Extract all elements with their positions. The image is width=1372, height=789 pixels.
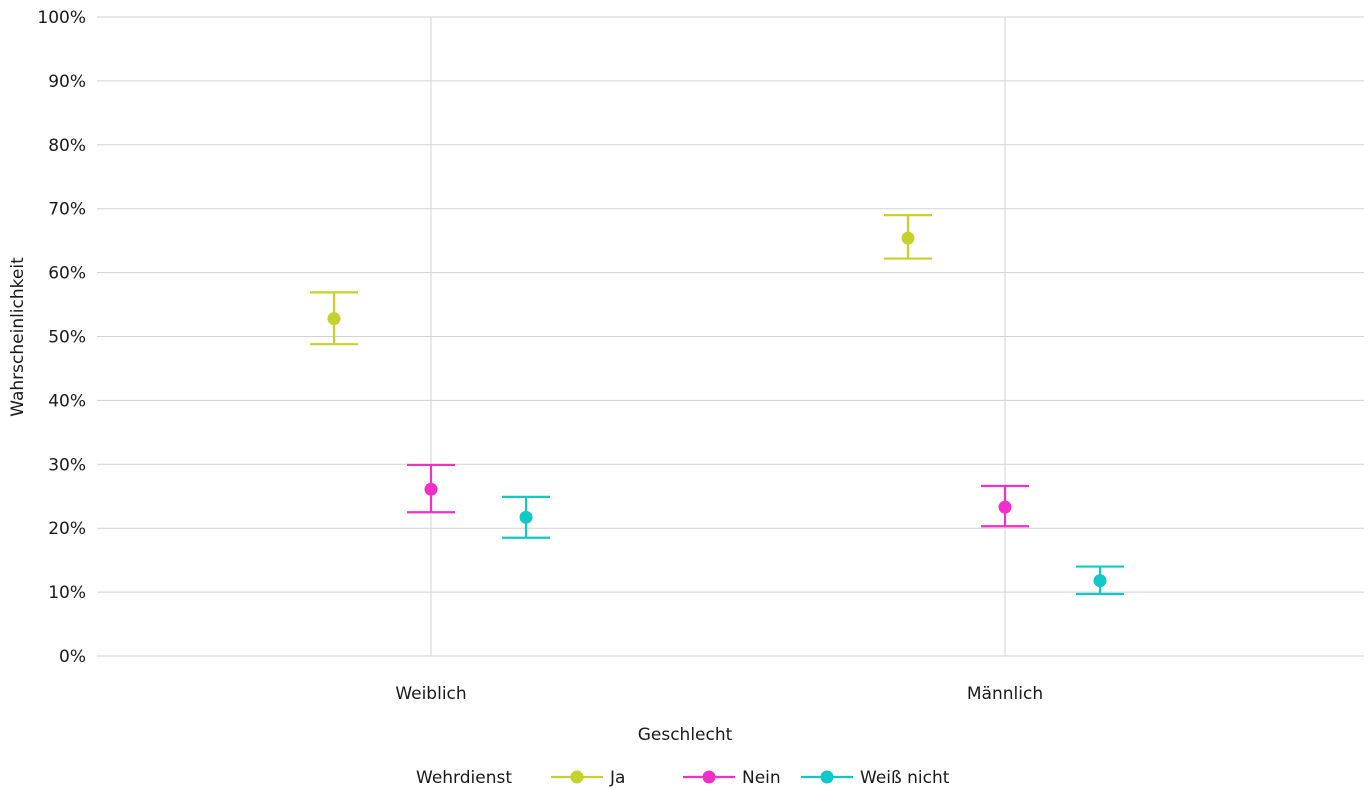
legend-marker (820, 770, 834, 784)
data-point (901, 231, 915, 245)
legend-item: Ja (551, 768, 625, 788)
y-tick-label: 40% (48, 391, 86, 411)
y-tick-label: 30% (48, 455, 86, 475)
y-axis-title: Wahrscheinlichkeit (8, 257, 28, 417)
legend-title: Wehrdienst (416, 768, 512, 788)
y-tick-label: 80% (48, 136, 86, 156)
data-point (327, 312, 341, 326)
legend-label: Weiß nicht (860, 768, 950, 788)
data-point (998, 500, 1012, 514)
y-tick-label: 10% (48, 583, 86, 603)
x-axis-title: Geschlecht (638, 725, 733, 745)
legend-item: Weiß nicht (801, 768, 950, 788)
series-1 (310, 213, 932, 346)
series (310, 213, 1124, 596)
x-axis-ticks: Weiblich Männlich (395, 684, 1043, 704)
y-tick-label: 0% (59, 647, 86, 667)
legend-item: Nein (683, 768, 781, 788)
grid (97, 16, 1364, 657)
series-2 (407, 463, 1029, 528)
legend-marker (570, 770, 584, 784)
data-point (424, 482, 438, 496)
y-tick-label: 100% (37, 8, 86, 28)
x-tick-label: Weiblich (395, 684, 466, 704)
y-tick-label: 60% (48, 264, 86, 284)
y-tick-label: 90% (48, 72, 86, 92)
y-tick-label: 70% (48, 200, 86, 220)
data-point (1093, 574, 1107, 588)
legend-label: Ja (609, 768, 625, 788)
legend-label: Nein (742, 768, 781, 788)
y-axis-ticks: 0% 10% 20% 30% 40% 50% 60% 70% 80% 90% 100% (37, 8, 86, 667)
legend-marker (702, 770, 716, 784)
legend: Wehrdienst Ja Nein Weiß nicht (416, 768, 950, 788)
x-tick-label: Männlich (967, 684, 1043, 704)
y-tick-label: 50% (48, 328, 86, 348)
y-tick-label: 20% (48, 519, 86, 539)
series-3 (502, 495, 1124, 596)
data-point (519, 510, 533, 524)
